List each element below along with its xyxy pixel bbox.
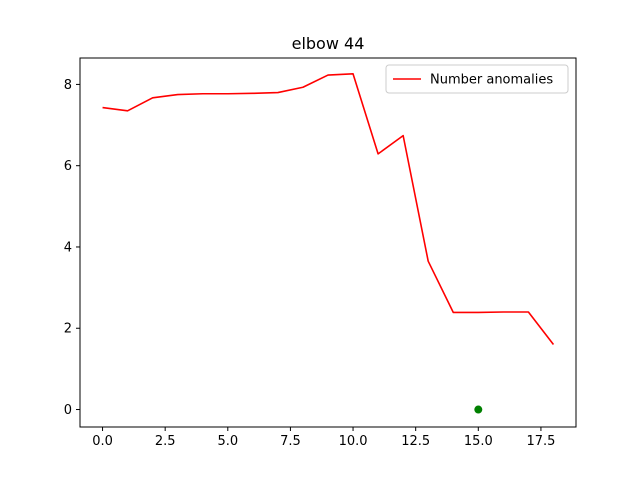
data-point [474, 406, 482, 414]
x-tick-label: 10.0 [339, 434, 368, 449]
x-tick-label: 17.5 [526, 434, 555, 449]
x-tick-label: 15.0 [464, 434, 493, 449]
y-tick-label: 2 [64, 322, 72, 337]
x-tick-label: 12.5 [401, 434, 430, 449]
y-tick-label: 0 [64, 403, 72, 418]
x-tick-label: 5.0 [217, 434, 238, 449]
chart-title: elbow 44 [292, 34, 365, 53]
x-tick-label: 7.5 [280, 434, 301, 449]
x-tick-label: 0.0 [92, 434, 113, 449]
y-tick-label: 4 [64, 240, 72, 255]
legend-label: Number anomalies [430, 73, 553, 88]
y-tick-label: 6 [64, 159, 72, 174]
y-tick-label: 8 [64, 78, 72, 93]
x-tick-label: 2.5 [155, 434, 176, 449]
